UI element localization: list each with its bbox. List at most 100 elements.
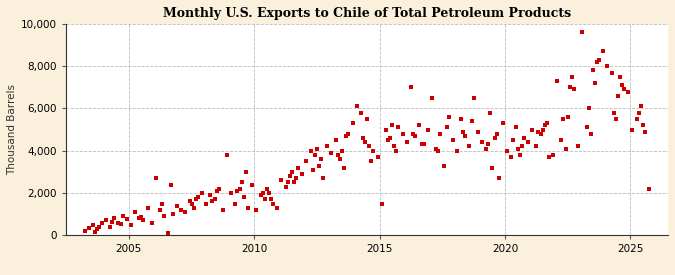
Point (157, 201, 167, 206)
Point (318, 176, 329, 180)
Point (539, 123, 550, 128)
Point (627, 127, 638, 132)
Point (510, 125, 521, 130)
Point (389, 144, 400, 149)
Point (516, 144, 527, 149)
Y-axis label: Thousand Barrels: Thousand Barrels (7, 84, 17, 175)
Point (406, 85, 416, 89)
Point (368, 148, 379, 153)
Point (312, 146, 323, 151)
Point (360, 140, 371, 144)
Point (343, 132, 354, 136)
Point (562, 115, 573, 119)
Point (385, 136, 396, 140)
Point (497, 121, 508, 125)
Point (644, 186, 655, 191)
Point (188, 206, 199, 210)
Point (564, 85, 575, 89)
Point (441, 125, 452, 130)
Point (364, 144, 375, 149)
Point (608, 111, 619, 115)
Point (489, 136, 500, 140)
Point (255, 193, 266, 197)
Point (522, 140, 533, 144)
Point (410, 134, 421, 138)
Point (291, 176, 302, 180)
Point (416, 142, 427, 147)
Point (211, 189, 222, 193)
Point (176, 208, 186, 212)
Point (122, 217, 132, 222)
Point (383, 138, 394, 142)
Point (431, 146, 441, 151)
Point (439, 163, 450, 168)
Point (358, 136, 369, 140)
Point (362, 117, 373, 121)
Point (514, 153, 525, 157)
Point (466, 119, 477, 123)
Point (155, 208, 165, 212)
Point (184, 199, 195, 204)
Point (230, 201, 241, 206)
Point (636, 104, 647, 109)
Point (130, 210, 140, 214)
Point (90, 230, 101, 234)
Point (356, 111, 367, 115)
Point (493, 176, 504, 180)
Point (456, 117, 466, 121)
Point (612, 94, 623, 98)
Point (159, 214, 170, 218)
Point (518, 136, 529, 140)
Point (222, 153, 233, 157)
Point (301, 159, 312, 164)
Point (481, 146, 491, 151)
Point (585, 132, 596, 136)
Point (551, 79, 562, 83)
Point (261, 186, 272, 191)
Point (167, 212, 178, 216)
Point (366, 159, 377, 164)
Point (105, 225, 115, 229)
Point (240, 170, 251, 174)
Point (335, 157, 346, 161)
Point (508, 138, 518, 142)
Point (537, 127, 548, 132)
Point (134, 216, 144, 221)
Point (305, 148, 316, 153)
Point (506, 155, 516, 159)
Point (180, 210, 190, 214)
Point (196, 191, 207, 195)
Point (427, 96, 437, 100)
Point (435, 132, 446, 136)
Point (623, 89, 634, 94)
Point (259, 197, 270, 202)
Point (535, 132, 546, 136)
Point (631, 117, 642, 121)
Point (418, 142, 429, 147)
Point (391, 148, 402, 153)
Point (526, 127, 537, 132)
Point (533, 130, 544, 134)
Point (236, 180, 247, 185)
Point (101, 218, 111, 223)
Point (284, 174, 295, 178)
Point (472, 130, 483, 134)
Point (107, 219, 117, 224)
Point (610, 117, 621, 121)
Point (293, 166, 304, 170)
Point (92, 227, 103, 231)
Point (448, 138, 458, 142)
Point (276, 178, 287, 183)
Point (458, 130, 468, 134)
Point (381, 127, 392, 132)
Point (638, 123, 649, 128)
Point (297, 172, 308, 176)
Point (205, 193, 216, 197)
Point (402, 140, 412, 144)
Point (468, 96, 479, 100)
Point (633, 111, 644, 115)
Point (266, 197, 277, 202)
Point (322, 144, 333, 149)
Point (408, 132, 418, 136)
Point (115, 221, 126, 226)
